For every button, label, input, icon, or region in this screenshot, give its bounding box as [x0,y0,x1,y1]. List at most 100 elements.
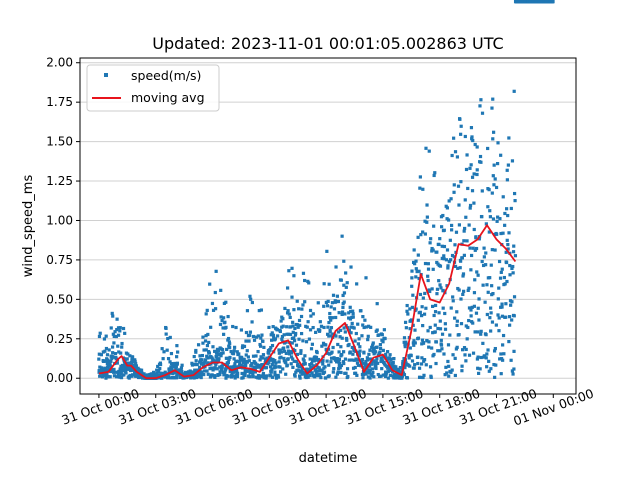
scatter-point [474,246,479,251]
scatter-point [289,325,293,329]
scatter-point [110,368,114,372]
scatter-point [421,230,425,234]
scatter-point [332,367,336,371]
scatter-point [491,217,496,221]
scatter-point [493,346,497,351]
scatter-point [511,271,515,275]
scatter-point [440,256,444,260]
scatter-point [308,373,312,378]
scatter-point [501,343,505,347]
scatter-point [265,356,269,360]
scatter-point [330,350,334,354]
scatter-point [453,264,458,269]
scatter-point [233,362,237,366]
scatter-point [336,299,340,304]
scatter-point [468,246,472,250]
scatter-point [97,352,101,356]
scatter-point [350,358,354,362]
scatter-point [450,253,455,258]
scatter-point [193,374,197,378]
scatter-point [372,359,376,363]
scatter-point [316,369,320,373]
scatter-point [214,363,218,367]
scatter-point [190,361,194,365]
scatter-point [443,311,447,316]
scatter-point [222,373,226,377]
scatter-point [157,369,161,373]
scatter-point [461,292,465,296]
scatter-point [454,347,458,351]
scatter-point [366,334,370,338]
scatter-point [237,363,242,367]
y-tick-label: 0.50 [46,292,73,306]
scatter-point [158,362,163,367]
scatter-point [293,326,297,331]
scatter-point [452,255,456,259]
scatter-point [248,333,252,337]
scatter-point [166,375,171,380]
scatter-point [380,367,384,371]
scatter-point [299,349,303,353]
scatter-point [500,302,504,306]
scatter-point [453,316,457,320]
scatter-point [121,326,126,331]
scatter-point [503,282,507,286]
scatter-point [497,316,501,320]
scatter-point [464,167,469,172]
scatter-point [104,334,108,338]
scatter-point [425,215,429,219]
scatter-point [356,322,360,326]
scatter-point [207,340,211,345]
scatter-point [245,349,249,353]
scatter-point [341,305,345,310]
scatter-point [379,356,383,360]
scatter-point [169,351,174,356]
scatter-point [261,339,265,343]
scatter-point [423,219,427,223]
scatter-point [459,259,463,263]
scatter-point [180,369,184,374]
scatter-point [441,213,445,218]
scatter-point [428,241,432,245]
scatter-point [166,337,170,341]
scatter-point [484,356,488,360]
scatter-point [274,365,278,369]
scatter-point [101,373,105,377]
scatter-point [419,233,423,237]
scatter-point [129,366,133,370]
scatter-point [165,348,169,352]
scatter-point [325,304,330,308]
scatter-point [277,360,281,364]
scatter-point [470,189,475,193]
scatter-point [297,374,302,378]
scatter-point [231,374,235,378]
scatter-point [339,363,344,368]
scatter-point [284,361,288,365]
scatter-point [344,371,348,375]
scatter-point [121,369,125,373]
scatter-point [115,361,119,365]
scatter-point [131,368,136,372]
scatter-point [430,346,434,350]
scatter-point [503,223,507,227]
scatter-point [193,362,197,366]
scatter-point [259,355,263,359]
scatter-point [127,376,131,380]
scatter-point [467,318,471,323]
scatter-point [322,325,326,330]
scatter-point [292,308,296,312]
scatter-point [226,374,230,378]
scatter-point [442,228,446,232]
scatter-point [410,359,415,363]
scatter-point [416,253,420,257]
scatter-point [480,189,484,193]
scatter-point [248,375,252,379]
scatter-point [467,306,472,310]
scatter-point [512,314,516,318]
scatter-point [103,366,107,370]
scatter-point [432,352,436,357]
scatter-point [371,341,375,345]
scatter-point [281,324,285,328]
scatter-point [402,336,407,340]
